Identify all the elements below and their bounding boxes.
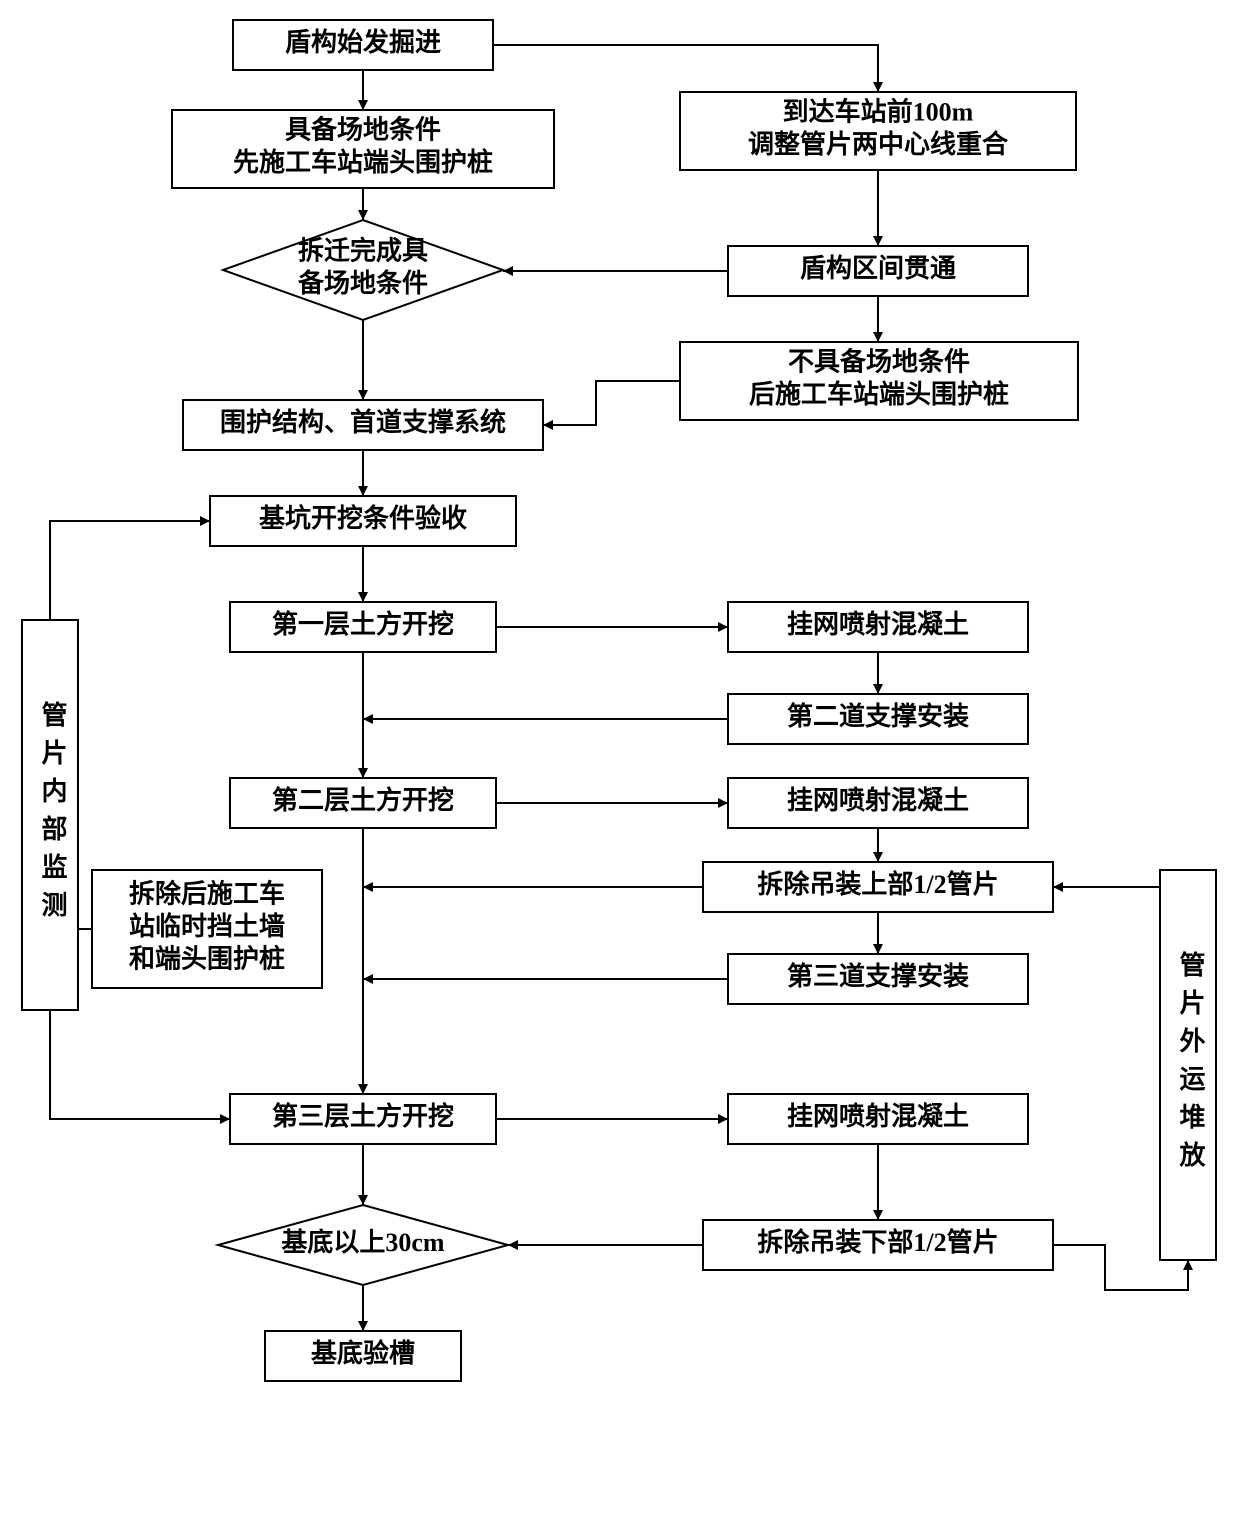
node-r10: 拆除吊装下部1/2管片: [703, 1220, 1053, 1270]
node-r5-line0: 第二道支撑安装: [787, 701, 969, 731]
node-r3: 不具备场地条件后施工车站端头围护桩: [680, 342, 1078, 420]
node-vL: 管片内部监测: [22, 620, 78, 1010]
node-r9-line0: 挂网喷射混凝土: [787, 1102, 969, 1131]
node-n9-line0: 基底以上30cm: [281, 1227, 445, 1257]
node-r4-line0: 挂网喷射混凝土: [787, 610, 969, 639]
node-r3-line1: 后施工车站端头围护桩: [749, 379, 1009, 409]
node-r9: 挂网喷射混凝土: [728, 1094, 1028, 1144]
node-r1-line1: 调整管片两中心线重合: [748, 129, 1009, 159]
node-r10-line0: 拆除吊装下部1/2管片: [757, 1227, 998, 1257]
node-r1-line0: 到达车站前100m: [783, 97, 974, 127]
node-n2-line0: 具备场地条件: [285, 116, 441, 145]
node-n3-line1: 备场地条件: [297, 269, 428, 298]
node-vR-label: 管片外运堆放: [1176, 951, 1206, 1179]
node-n5: 基坑开挖条件验收: [210, 496, 516, 546]
node-n6-line0: 第一层土方开挖: [272, 609, 454, 639]
node-r4: 挂网喷射混凝土: [728, 602, 1028, 652]
node-r8: 第三道支撑安装: [728, 954, 1028, 1004]
node-r1: 到达车站前100m调整管片两中心线重合: [680, 92, 1076, 170]
node-n2-line1: 先施工车站端头围护桩: [233, 147, 493, 177]
node-l1-line2: 和端头围护桩: [129, 943, 285, 973]
node-n3: 拆迁完成具备场地条件: [223, 220, 503, 320]
node-r8-line0: 第三道支撑安装: [787, 961, 969, 991]
node-l1: 拆除后施工车站临时挡土墙和端头围护桩: [92, 870, 322, 988]
node-n8: 第三层土方开挖: [230, 1094, 496, 1144]
node-n7: 第二层土方开挖: [230, 778, 496, 828]
node-r6: 挂网喷射混凝土: [728, 778, 1028, 828]
node-n4: 围护结构、首道支撑系统: [183, 400, 543, 450]
node-r6-line0: 挂网喷射混凝土: [787, 786, 969, 815]
node-l1-line0: 拆除后施工车: [129, 878, 285, 908]
node-n10: 基底验槽: [265, 1331, 461, 1381]
node-vR: 管片外运堆放: [1160, 870, 1216, 1260]
node-n6: 第一层土方开挖: [230, 602, 496, 652]
node-l1-line1: 站临时挡土墙: [129, 911, 285, 941]
node-n2: 具备场地条件先施工车站端头围护桩: [172, 110, 554, 188]
node-r2: 盾构区间贯通: [728, 246, 1028, 296]
edge-13: [543, 381, 680, 425]
edge-9: [493, 45, 878, 92]
node-vL-label: 管片内部监测: [38, 701, 67, 929]
node-n1-line0: 盾构始发掘进: [285, 27, 441, 57]
node-r3-line0: 不具备场地条件: [788, 348, 970, 377]
nodes-layer: 盾构始发掘进具备场地条件先施工车站端头围护桩拆迁完成具备场地条件围护结构、首道支…: [22, 20, 1216, 1381]
node-n9: 基底以上30cm: [218, 1205, 508, 1285]
node-n3-line0: 拆迁完成具: [298, 236, 428, 266]
edge-29: [50, 521, 210, 620]
node-r7: 拆除吊装上部1/2管片: [703, 862, 1053, 912]
node-n10-line0: 基底验槽: [311, 1338, 415, 1368]
node-r7-line0: 拆除吊装上部1/2管片: [757, 869, 998, 899]
node-n7-line0: 第二层土方开挖: [272, 785, 454, 815]
node-r2-line0: 盾构区间贯通: [800, 254, 956, 283]
node-n8-line0: 第三层土方开挖: [272, 1101, 454, 1131]
node-r5: 第二道支撑安装: [728, 694, 1028, 744]
node-n1: 盾构始发掘进: [233, 20, 493, 70]
edge-23: [50, 1010, 230, 1119]
node-n5-line0: 基坑开挖条件验收: [259, 503, 467, 533]
node-n4-line0: 围护结构、首道支撑系统: [220, 407, 506, 437]
